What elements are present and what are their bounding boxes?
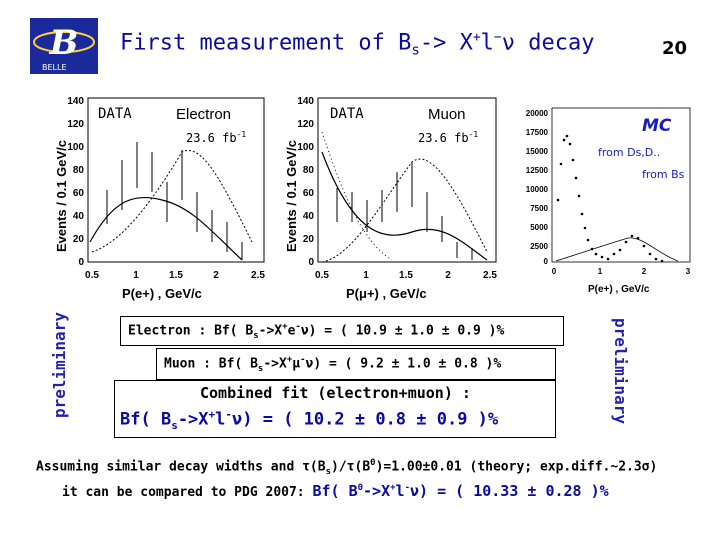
svg-text:40: 40 <box>303 211 315 222</box>
muon-result: Muon : Bf( Bs->X+μ-ν) = ( 9.2 ± 1.0 ± 0.… <box>164 355 502 374</box>
combined-result: Bf( Bs->X+l-ν) = ( 10.2 ± 0.8 ± 0.9 )% <box>120 408 499 433</box>
svg-text:5000: 5000 <box>530 223 548 232</box>
logo-text: BELLE <box>42 63 67 72</box>
svg-text:140: 140 <box>297 96 314 107</box>
muon-plot: Events / 0.1 GeV/c 140 120 100 80 60 40 … <box>282 92 504 302</box>
svg-text:60: 60 <box>303 188 315 199</box>
svg-text:120: 120 <box>297 119 314 130</box>
mc-from-bs: from Bs <box>642 168 685 181</box>
svg-text:15000: 15000 <box>526 147 549 156</box>
electron-result-box <box>120 316 564 346</box>
svg-text:1.5: 1.5 <box>169 270 183 281</box>
slide-title: First measurement of Bs-> X+l−ν decay <box>120 30 595 59</box>
svg-text:1.5: 1.5 <box>399 270 413 281</box>
electron-result: Electron : Bf( Bs->X+e-ν) = ( 10.9 ± 1.0… <box>128 322 505 341</box>
svg-text:1: 1 <box>133 270 139 281</box>
svg-text:0: 0 <box>552 267 557 276</box>
muon-x-label: P(μ+) , GeV/c <box>346 286 427 301</box>
electron-data-label: DATA <box>98 106 132 122</box>
svg-text:17500: 17500 <box>526 128 549 137</box>
combined-label: Combined fit (electron+muon) : <box>200 384 471 402</box>
svg-text:2500: 2500 <box>530 242 548 251</box>
svg-text:2: 2 <box>642 267 647 276</box>
svg-text:120: 120 <box>67 119 84 130</box>
muon-data-label: DATA <box>330 106 364 122</box>
svg-text:40: 40 <box>73 211 85 222</box>
svg-text:20: 20 <box>303 234 315 245</box>
pdg-value: Bf( B0->X+l-ν) = ( 10.33 ± 0.28 )% <box>312 482 609 500</box>
svg-text:0: 0 <box>544 257 549 266</box>
electron-plot: Events / 0.1 GeV/c 140 120 100 80 60 40 … <box>52 92 272 302</box>
muon-lumi: 23.6 fb-1 <box>418 130 479 145</box>
svg-text:2: 2 <box>445 270 451 281</box>
electron-x-label: P(e+) , GeV/c <box>122 286 202 301</box>
electron-lumi: 23.6 fb-1 <box>186 130 247 145</box>
svg-text:100: 100 <box>67 142 84 153</box>
svg-text:2.5: 2.5 <box>483 270 497 281</box>
muon-result-box <box>156 348 556 380</box>
svg-text:2: 2 <box>213 270 219 281</box>
svg-text:7500: 7500 <box>530 204 548 213</box>
svg-text:80: 80 <box>303 165 315 176</box>
svg-text:80: 80 <box>73 165 85 176</box>
preliminary-left: preliminary <box>50 312 69 418</box>
svg-text:0: 0 <box>78 257 84 268</box>
slide-number: 20 <box>662 38 688 59</box>
svg-text:60: 60 <box>73 188 85 199</box>
svg-text:140: 140 <box>67 96 84 107</box>
svg-text:0.5: 0.5 <box>315 270 329 281</box>
svg-text:20: 20 <box>73 234 85 245</box>
belle-logo: B BELLE <box>30 18 98 74</box>
svg-text:20000: 20000 <box>526 109 549 118</box>
mc-x-label: P(e+) , GeV/c <box>588 284 650 295</box>
muon-y-label: Events / 0.1 GeV/c <box>284 140 299 252</box>
electron-channel-label: Electron <box>176 106 232 123</box>
pdg-comparison-line: it can be compared to PDG 2007: Bf( B0->… <box>62 482 609 500</box>
svg-text:B: B <box>49 23 79 63</box>
svg-text:1: 1 <box>598 267 603 276</box>
svg-text:0: 0 <box>308 257 314 268</box>
muon-channel-label: Muon <box>428 106 466 123</box>
svg-text:10000: 10000 <box>526 185 549 194</box>
combined-result-box <box>114 380 556 438</box>
svg-text:2.5: 2.5 <box>251 270 265 281</box>
svg-text:1: 1 <box>363 270 369 281</box>
electron-y-label: Events / 0.1 GeV/c <box>54 140 69 252</box>
mc-plot: 20000 17500 15000 12500 10000 7500 5000 … <box>518 104 698 300</box>
mc-from-ds: from Ds,D.. <box>598 146 661 159</box>
assumption-line: Assuming similar decay widths and τ(Bs)/… <box>36 458 658 477</box>
mc-label: MC <box>642 116 672 136</box>
svg-text:12500: 12500 <box>526 166 549 175</box>
svg-text:3: 3 <box>686 267 691 276</box>
svg-text:100: 100 <box>297 142 314 153</box>
svg-text:0.5: 0.5 <box>85 270 99 281</box>
preliminary-right: preliminary <box>611 318 630 424</box>
